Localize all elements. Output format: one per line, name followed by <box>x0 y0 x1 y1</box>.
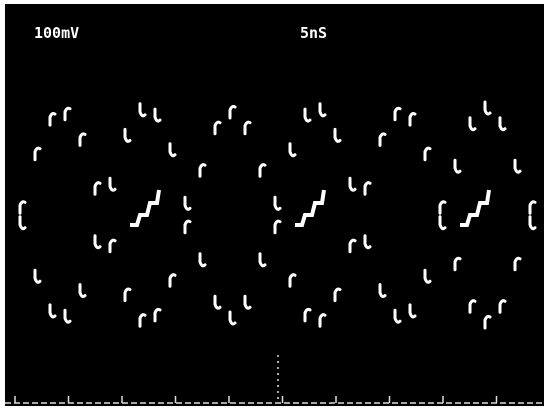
trace-dot <box>498 299 507 314</box>
trace-dot <box>33 268 42 284</box>
trace-dot <box>288 142 297 158</box>
trace-dot <box>93 181 102 196</box>
trace-dot <box>198 252 207 268</box>
trace-dot <box>228 310 237 326</box>
trace-dot <box>483 100 492 116</box>
trace-dot <box>168 142 177 158</box>
trace-dot <box>78 132 87 147</box>
trace-dot <box>318 313 327 328</box>
trace-dot <box>528 200 537 215</box>
trace-dot <box>48 303 57 319</box>
graticule <box>5 355 544 404</box>
trace-dot <box>393 308 402 324</box>
waveform-trace <box>18 100 537 330</box>
trace-dot <box>123 287 132 303</box>
trace-dot <box>318 102 327 118</box>
trace-dot <box>213 120 222 136</box>
trace-dot <box>303 107 312 123</box>
trace-dot <box>348 176 357 192</box>
trace-dot <box>273 219 282 235</box>
trace-dot <box>243 120 252 136</box>
trace-step <box>460 189 491 227</box>
trace-dot <box>183 195 192 211</box>
trace-dot <box>48 112 57 127</box>
trace-dot <box>438 215 447 231</box>
trace-dot <box>408 303 417 319</box>
trace-dot <box>243 294 252 310</box>
trace-dot <box>333 127 342 143</box>
trace-dot <box>378 283 387 299</box>
trace-dot <box>513 158 522 174</box>
trace-dot <box>528 215 537 231</box>
trace-dot <box>198 163 207 178</box>
trace-dot <box>453 158 462 174</box>
trace-dot <box>63 308 72 324</box>
trace-dot <box>18 200 27 215</box>
trace-step <box>295 189 326 227</box>
trace-dot <box>423 146 432 162</box>
trace-dot <box>183 219 192 235</box>
trace-dot <box>438 200 447 215</box>
trace-dot <box>138 313 147 328</box>
trace-dot <box>288 273 297 288</box>
trace-dot <box>363 234 372 250</box>
trace-dot <box>408 112 417 127</box>
trace-dot <box>153 307 162 323</box>
trace-dot <box>93 234 102 250</box>
trace-dot <box>513 256 522 272</box>
trace-dot <box>483 314 492 330</box>
trace-dot <box>78 283 87 299</box>
trace-dot <box>138 102 147 118</box>
trace-dot <box>453 256 462 272</box>
trace-step <box>130 189 161 227</box>
trace-dot <box>273 195 282 211</box>
trace-dot <box>153 107 162 123</box>
trace-dot <box>258 163 267 178</box>
trace-dot <box>363 181 372 196</box>
trace-dot <box>123 127 132 143</box>
trace-dot <box>33 146 42 162</box>
trace-dot <box>63 106 72 122</box>
trace-dot <box>303 307 312 323</box>
trace-dot <box>333 287 342 303</box>
trace-dot <box>378 132 387 147</box>
trace-dot <box>18 215 27 231</box>
trace-dot <box>423 268 432 284</box>
trace-dot <box>258 252 267 268</box>
trace-dot <box>393 106 402 122</box>
trace-dot <box>108 238 117 254</box>
vertical-scale-label: 100mV <box>34 24 79 42</box>
trace-dot <box>468 299 477 314</box>
trace-dot <box>168 273 177 288</box>
trace-dot <box>498 116 507 132</box>
trace-dot <box>108 176 117 192</box>
trace-dot <box>228 104 237 120</box>
trace-dot <box>468 116 477 132</box>
trace-dot <box>213 294 222 310</box>
time-scale-label: 5nS <box>300 24 327 42</box>
trace-dot <box>348 238 357 254</box>
